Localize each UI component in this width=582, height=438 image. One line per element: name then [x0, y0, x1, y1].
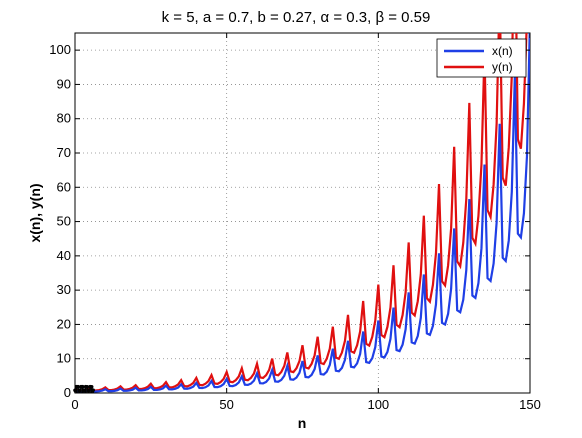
y-tick-label: 20 [57, 316, 71, 331]
y-tick-label: 100 [49, 42, 71, 57]
grid-layer [75, 33, 530, 393]
initial-marker-dot [80, 384, 85, 389]
initial-marker-dot [76, 384, 80, 389]
y-tick-label: 10 [57, 351, 71, 366]
y-tick-label: 30 [57, 282, 71, 297]
y-tick-label: 70 [57, 145, 71, 160]
data-layer [73, 33, 530, 393]
initial-marker-dot [89, 384, 94, 389]
x-tick-label: 100 [367, 397, 389, 412]
x-tick-label: 50 [219, 397, 233, 412]
chart-title: k = 5, a = 0.7, b = 0.27, α = 0.3, β = 0… [162, 9, 431, 26]
y-tick-label: 80 [57, 111, 71, 126]
legend: x(n) y(n) [436, 38, 527, 78]
x-tick-label: 150 [519, 397, 541, 412]
legend-label-y: y(n) [492, 60, 513, 74]
initial-marker-dot [91, 388, 95, 392]
y-axis-label: x(n), y(n) [27, 183, 43, 242]
y-tick-label: 60 [57, 179, 71, 194]
initial-marker-dot [85, 384, 89, 389]
y-tick-label: 40 [57, 248, 71, 263]
y-tick-label: 50 [57, 214, 71, 229]
x-axis-label: n [298, 415, 307, 431]
series-line-y [75, 33, 528, 393]
y-tick-label: 0 [64, 385, 71, 400]
plot-frame [74, 32, 531, 394]
legend-box [436, 38, 527, 78]
y-tick-label: 90 [57, 76, 71, 91]
legend-label-x: x(n) [492, 44, 513, 58]
tick-layer: 0 50 100 150 0 10 20 30 40 50 60 70 80 90 100 [49, 33, 541, 412]
series-line-x [75, 33, 530, 393]
x-tick-label: 0 [71, 397, 78, 412]
